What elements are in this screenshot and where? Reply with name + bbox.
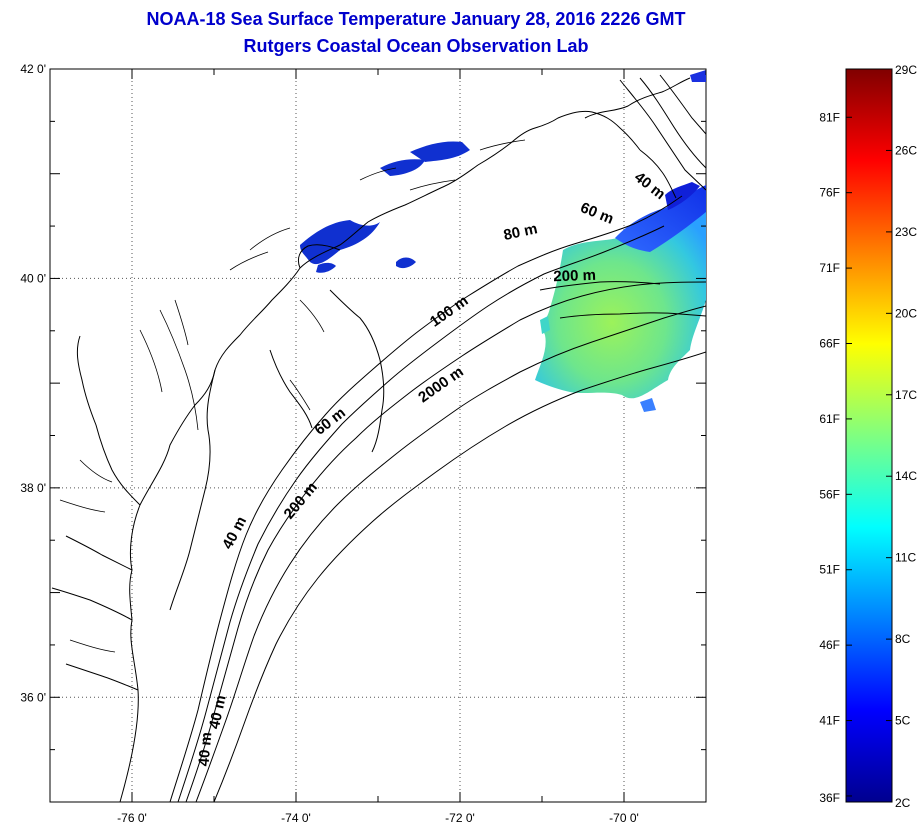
lon-tick-label: -76 0'	[117, 811, 147, 825]
contour-label: 200 m	[553, 267, 596, 285]
colorbar-label-celsius: 11C	[895, 551, 916, 565]
map-title: NOAA-18 Sea Surface Temperature January …	[146, 9, 686, 29]
colorbar: 29C 26C 23C 20C 17C 14C 11C 8C 5C 2C 81F 76F 71F 66F 6…	[819, 63, 917, 810]
sst-cold-patch-small	[665, 182, 700, 210]
contour-label: 40 m	[206, 694, 230, 731]
colorbar-label-fahrenheit: 71F	[819, 261, 840, 275]
lon-tick-label: -74 0'	[281, 811, 311, 825]
colorbar-label-celsius: 8C	[895, 632, 911, 646]
sst-patch-north	[690, 70, 706, 82]
sst-data-patch	[535, 208, 706, 399]
colorbar-label-fahrenheit: 81F	[819, 110, 840, 124]
colorbar-label-celsius: 17C	[895, 388, 917, 402]
inland-patch-1	[300, 220, 380, 265]
colorbar-label-celsius: 2C	[895, 796, 911, 810]
colorbar-label-fahrenheit: 41F	[819, 714, 840, 728]
colorbar-label-celsius: 20C	[895, 306, 917, 320]
colorbar-label-celsius: 26C	[895, 143, 917, 157]
bay-detail	[59, 139, 526, 653]
colorbar-label-fahrenheit: 66F	[819, 336, 840, 350]
bathymetry-contours	[169, 74, 706, 802]
colorbar-label-celsius: 23C	[895, 225, 917, 239]
lat-tick-label: 38 0'	[20, 481, 46, 495]
graticule	[50, 69, 706, 802]
colorbar-label-fahrenheit: 56F	[819, 487, 840, 501]
colorbar-label-fahrenheit: 61F	[819, 412, 840, 426]
inland-patch-3	[410, 141, 470, 162]
colorbar-gradient	[845, 68, 893, 803]
map-area: -76 0' -74 0' -72 0' -70 0' 42 0' 40 0' 38 0' 3…	[20, 62, 707, 825]
colorbar-label-fahrenheit: 46F	[819, 638, 840, 652]
axis-ticks: -76 0' -74 0' -72 0' -70 0' 42 0' 40 0' 38 0' 3…	[20, 62, 707, 825]
colorbar-label-celsius: 5C	[895, 714, 911, 728]
lon-tick-label: -72 0'	[445, 811, 475, 825]
colorbar-label-celsius: 14C	[895, 469, 917, 483]
coastline	[51, 77, 691, 802]
colorbar-label-fahrenheit: 36F	[819, 791, 840, 805]
lon-tick-label: -70 0'	[609, 811, 639, 825]
map-subtitle: Rutgers Coastal Ocean Observation Lab	[243, 36, 589, 56]
inland-patch-2	[380, 159, 425, 176]
colorbar-label-celsius: 29C	[895, 63, 917, 77]
contour-label: 80 m	[502, 220, 539, 244]
contour-label: 40 m	[195, 731, 215, 767]
lat-tick-label: 42 0'	[20, 62, 46, 76]
colorbar-label-fahrenheit: 76F	[819, 186, 840, 200]
lat-tick-label: 36 0'	[20, 690, 46, 704]
sst-cold-patch	[615, 185, 706, 252]
lat-tick-label: 40 0'	[20, 271, 46, 285]
colorbar-label-fahrenheit: 51F	[819, 563, 840, 577]
